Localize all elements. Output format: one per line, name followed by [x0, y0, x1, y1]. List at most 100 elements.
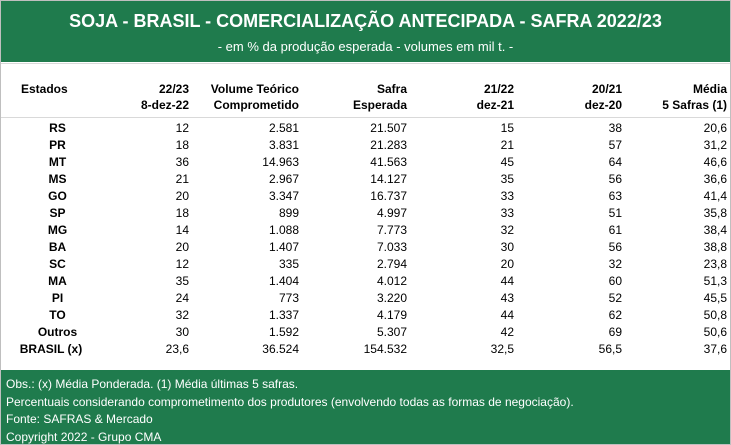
cell-20-21: 63	[608, 189, 622, 203]
cell-media-5-safras: 41,4	[703, 189, 727, 203]
report-title: SOJA - BRASIL - COMERCIALIZAÇÃO ANTECIPA…	[69, 11, 662, 31]
cell-volume-teorico: 899	[278, 206, 299, 220]
table-row: MT 36 14.963 41.563 45 64 46,6	[1, 154, 730, 171]
cell-20-21: 69	[608, 325, 622, 339]
cell-volume-teorico: 773	[278, 291, 299, 305]
cell-21-22: 43	[500, 291, 514, 305]
cell-media-5-safras: 50,6	[703, 325, 727, 339]
cell-22-23: 12	[175, 257, 189, 271]
table-row: MG 14 1.088 7.773 32 61 38,4	[1, 222, 730, 239]
cell-22-23: 20	[175, 189, 189, 203]
column-header-21-22: 21/22 dez-21	[477, 81, 514, 113]
cell-20-21: 56,5	[598, 342, 622, 356]
cell-22-23: 18	[175, 138, 189, 152]
cell-volume-teorico: 1.407	[268, 240, 299, 254]
column-header-line1: 20/21	[591, 82, 622, 96]
cell-volume-teorico: 1.592	[268, 325, 299, 339]
cell-22-23: 20	[175, 240, 189, 254]
cell-media-5-safras: 36,6	[703, 172, 727, 186]
cell-safra-esperada: 5.307	[376, 325, 407, 339]
cell-22-23: 35	[175, 274, 189, 288]
cell-media-5-safras: 35,8	[703, 206, 727, 220]
cell-21-22: 32	[500, 223, 514, 237]
table-row: SP 18 899 4.997 33 51 35,8	[1, 205, 730, 222]
cell-safra-esperada: 154.532	[363, 342, 407, 356]
column-header-20-21: 20/21 dez-20	[585, 81, 622, 113]
state-cell: SC	[49, 257, 66, 271]
cell-safra-esperada: 4.012	[376, 274, 407, 288]
cell-22-23: 14	[175, 223, 189, 237]
cell-media-5-safras: 37,6	[703, 342, 727, 356]
report-header: SOJA - BRASIL - COMERCIALIZAÇÃO ANTECIPA…	[1, 1, 730, 62]
grid-line	[1, 117, 730, 118]
cell-22-23: 32	[175, 308, 189, 322]
cell-21-22: 32,5	[490, 342, 514, 356]
footer-notes: Obs.: (x) Média Ponderada. (1) Média últ…	[6, 377, 299, 391]
cell-21-22: 35	[500, 172, 514, 186]
column-header-line1: 22/23	[158, 82, 189, 96]
cell-22-23: 12	[175, 121, 189, 135]
grid-line	[1, 63, 730, 64]
cell-volume-teorico: 335	[278, 257, 299, 271]
cell-21-22: 45	[500, 155, 514, 169]
cell-media-5-safras: 31,2	[703, 138, 727, 152]
cell-20-21: 32	[608, 257, 622, 271]
cell-21-22: 15	[500, 121, 514, 135]
state-cell: MS	[48, 172, 67, 186]
cell-volume-teorico: 2.581	[268, 121, 299, 135]
column-header-line2: 5 Safras (1)	[662, 98, 727, 112]
state-cell: PI	[51, 291, 64, 305]
cell-safra-esperada: 4.997	[376, 206, 407, 220]
cell-20-21: 60	[608, 274, 622, 288]
table-row: TO 32 1.337 4.179 44 62 50,8	[1, 307, 730, 324]
cell-safra-esperada: 21.507	[370, 121, 407, 135]
cell-volume-teorico: 3.831	[268, 138, 299, 152]
column-header-estados-label: Estados	[21, 82, 68, 96]
state-cell: SP	[49, 206, 66, 220]
cell-21-22: 44	[500, 274, 514, 288]
cell-safra-esperada: 4.179	[376, 308, 407, 322]
column-header-estados: Estados	[21, 81, 68, 97]
cell-volume-teorico: 3.347	[268, 189, 299, 203]
cell-media-5-safras: 51,3	[703, 274, 727, 288]
table-row: MA 35 1.404 4.012 44 60 51,3	[1, 273, 730, 290]
cell-22-23: 23,6	[165, 342, 189, 356]
cell-volume-teorico: 36.524	[262, 342, 299, 356]
column-header-line1: 21/22	[483, 82, 514, 96]
table-row: GO 20 3.347 16.737 33 63 41,4	[1, 188, 730, 205]
report-footer: Obs.: (x) Média Ponderada. (1) Média últ…	[1, 370, 730, 444]
table-row: PI 24 773 3.220 43 52 45,5	[1, 290, 730, 307]
column-header-line2: dez-20	[584, 98, 622, 112]
cell-21-22: 30	[500, 240, 514, 254]
cell-safra-esperada: 3.220	[376, 291, 407, 305]
table-row: SC 12 335 2.794 20 32 23,8	[1, 256, 730, 273]
state-cell: BA	[48, 240, 67, 254]
column-header-line1: Média	[692, 82, 727, 96]
cell-media-5-safras: 46,6	[703, 155, 727, 169]
cell-safra-esperada: 41.563	[370, 155, 407, 169]
cell-20-21: 57	[608, 138, 622, 152]
cell-volume-teorico: 14.963	[262, 155, 299, 169]
cell-media-5-safras: 23,8	[703, 257, 727, 271]
column-header-media-5-safras: Média 5 Safras (1)	[662, 81, 727, 113]
footer-copyright: Copyright 2022 - Grupo CMA	[6, 429, 162, 444]
state-cell: TO	[49, 308, 66, 322]
cell-volume-teorico: 1.404	[268, 274, 299, 288]
cell-20-21: 61	[608, 223, 622, 237]
cell-safra-esperada: 16.737	[370, 189, 407, 203]
cell-20-21: 56	[608, 240, 622, 254]
cell-21-22: 20	[500, 257, 514, 271]
column-header-safra-esperada: Safra Esperada	[353, 81, 407, 113]
cell-safra-esperada: 21.283	[370, 138, 407, 152]
report-subtitle: - em % da produção esperada - volumes em…	[217, 39, 514, 54]
cell-20-21: 56	[608, 172, 622, 186]
cell-volume-teorico: 1.088	[268, 223, 299, 237]
cell-media-5-safras: 50,8	[703, 308, 727, 322]
column-header-line2: 8-dez-22	[140, 98, 189, 112]
table-row-total: BRASIL (x) 23,6 36.524 154.532 32,5 56,5…	[1, 341, 730, 358]
cell-21-22: 42	[500, 325, 514, 339]
column-header-22-23: 22/23 8-dez-22	[141, 81, 189, 113]
cell-21-22: 21	[500, 138, 514, 152]
cell-media-5-safras: 38,8	[703, 240, 727, 254]
